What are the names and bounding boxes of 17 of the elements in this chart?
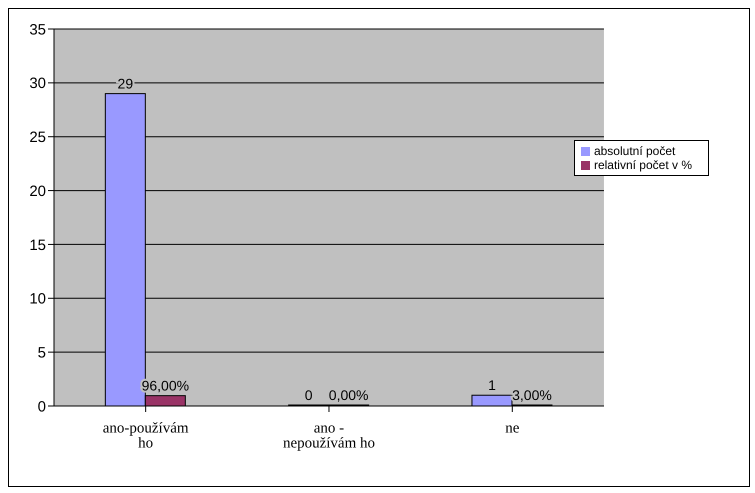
y-tick-label: 5 — [38, 344, 46, 362]
y-tick-label: 35 — [29, 21, 46, 38]
data-label: 1 — [488, 377, 496, 394]
y-tick-label: 10 — [29, 290, 46, 308]
data-label: 0,00% — [328, 387, 368, 403]
y-tick-label: 30 — [29, 75, 46, 92]
y-tick-label: 15 — [29, 236, 46, 254]
data-label: 3,00% — [512, 387, 552, 403]
x-tick-label: ano - nepoužívám ho — [282, 420, 376, 452]
x-tick-label: ano-používám ho — [102, 420, 189, 452]
y-tick-label: 0 — [38, 398, 46, 416]
data-label: 0 — [304, 387, 313, 403]
y-tick-label: 25 — [29, 129, 46, 146]
legend-label: absolutní počet — [594, 144, 676, 158]
y-tick-label: 20 — [29, 182, 46, 200]
legend-label: relativní počet v % — [594, 158, 692, 172]
x-tick-label: ne — [505, 420, 520, 437]
